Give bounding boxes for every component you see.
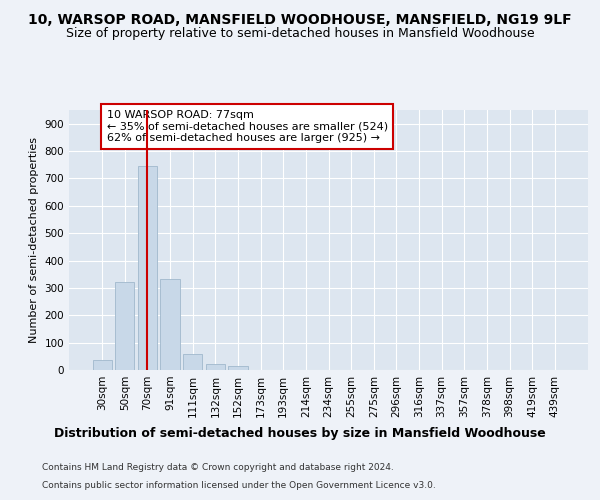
Text: 10 WARSOP ROAD: 77sqm
← 35% of semi-detached houses are smaller (524)
62% of sem: 10 WARSOP ROAD: 77sqm ← 35% of semi-deta… (107, 110, 388, 143)
Bar (160, 279, 180, 370)
Text: Contains public sector information licensed under the Open Government Licence v3: Contains public sector information licen… (42, 481, 436, 490)
Bar (206, 364, 225, 370)
Bar (138, 166, 157, 370)
Text: Contains HM Land Registry data © Crown copyright and database right 2024.: Contains HM Land Registry data © Crown c… (42, 464, 394, 472)
Text: 10, WARSOP ROAD, MANSFIELD WOODHOUSE, MANSFIELD, NG19 9LF: 10, WARSOP ROAD, MANSFIELD WOODHOUSE, MA… (28, 12, 572, 26)
Bar (115, 282, 134, 370)
Text: Distribution of semi-detached houses by size in Mansfield Woodhouse: Distribution of semi-detached houses by … (54, 428, 546, 440)
Bar (183, 354, 202, 370)
Bar (229, 366, 248, 370)
Text: Size of property relative to semi-detached houses in Mansfield Woodhouse: Size of property relative to semi-detach… (65, 28, 535, 40)
Y-axis label: Number of semi-detached properties: Number of semi-detached properties (29, 137, 39, 343)
Bar (92, 360, 112, 370)
